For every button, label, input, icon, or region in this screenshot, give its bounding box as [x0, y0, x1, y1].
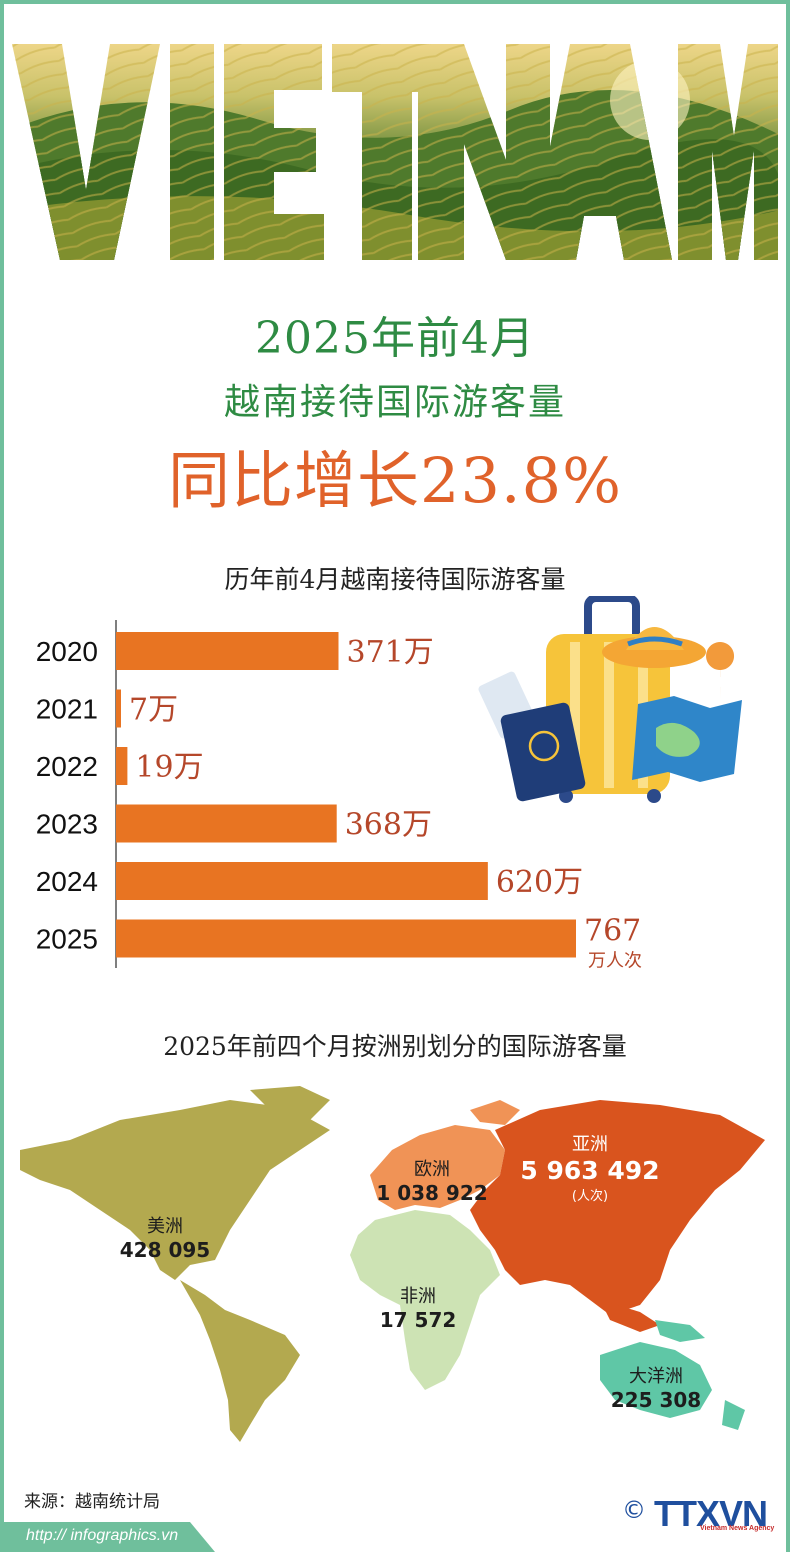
label-europe: 欧洲 1 038 922	[376, 1155, 487, 1205]
region-oceania	[600, 1342, 712, 1418]
region-value: 225 308	[610, 1388, 702, 1412]
footer-link[interactable]: http:// infographics.vn	[26, 1527, 179, 1544]
region-europe	[370, 1125, 505, 1210]
bar-value-label: 19万	[135, 750, 203, 785]
y-tick-label: 2021	[36, 694, 98, 725]
chart-title: 历年前4月越南接待国际游客量	[224, 565, 566, 594]
region-value: 17 572	[379, 1308, 457, 1332]
region-asia	[470, 1100, 765, 1315]
bar	[116, 919, 576, 958]
location-pin-icon	[706, 642, 735, 700]
label-asia: 亚洲 5 963 492 (人次)	[520, 1130, 659, 1204]
passport-icon	[500, 702, 586, 802]
world-map	[20, 1086, 765, 1442]
hero-banner	[12, 44, 778, 260]
y-tick-label: 2022	[36, 751, 98, 782]
region-name: 欧洲	[414, 1159, 450, 1180]
region-africa	[350, 1210, 500, 1390]
bar-value-label: 7万	[129, 693, 178, 728]
ttxvn-logo-subtitle: Vietnam News Agency	[700, 1525, 775, 1532]
source-note: 来源：越南统计局	[24, 1492, 160, 1512]
region-americas-south	[180, 1280, 300, 1442]
y-tick-label: 2020	[36, 636, 98, 667]
label-americas: 美洲 428 095	[120, 1212, 210, 1262]
y-tick-label: 2024	[36, 866, 98, 897]
headline-subject: 越南接待国际游客量	[223, 382, 566, 423]
region-value: 1 038 922	[376, 1181, 488, 1205]
bar	[116, 689, 121, 728]
region-americas-north	[20, 1100, 330, 1280]
region-value: 5 963 492	[520, 1156, 660, 1185]
footer-bar	[0, 1522, 215, 1552]
y-tick-label: 2023	[36, 809, 98, 840]
region-name: 亚洲	[572, 1134, 608, 1155]
map-title: 2025年前四个月按洲别划分的国际游客量	[163, 1032, 627, 1061]
ttxvn-logo: TTXVN	[654, 1493, 768, 1534]
bar-chart: 2020 371万 2021 7万 2022 19万 2023 368万 2024 620万 202…	[36, 620, 642, 971]
bar-value-label: 620万	[496, 865, 583, 900]
travel-illustration	[478, 596, 742, 803]
bar-value-label: 371万	[347, 635, 434, 670]
copyright-icon: ©	[622, 1496, 646, 1524]
bar	[116, 747, 128, 785]
bar-unit-label: 万人次	[588, 951, 642, 971]
bar	[116, 862, 488, 900]
region-name: 大洋洲	[629, 1366, 683, 1387]
label-africa: 非洲 17 572	[380, 1282, 457, 1332]
bar-value-label: 767	[584, 914, 641, 949]
region-name: 美洲	[147, 1216, 183, 1237]
headline-growth: 同比增长23.8%	[168, 444, 622, 517]
region-unit: (人次)	[571, 1189, 609, 1204]
region-value: 428 095	[119, 1238, 211, 1262]
bar	[116, 632, 339, 670]
headline-period: 2025年前4月	[255, 313, 535, 364]
bar	[116, 804, 337, 843]
label-oceania: 大洋洲 225 308	[611, 1362, 701, 1412]
y-tick-label: 2025	[36, 924, 98, 955]
bar-value-label: 368万	[345, 808, 432, 843]
region-name: 非洲	[399, 1286, 436, 1307]
